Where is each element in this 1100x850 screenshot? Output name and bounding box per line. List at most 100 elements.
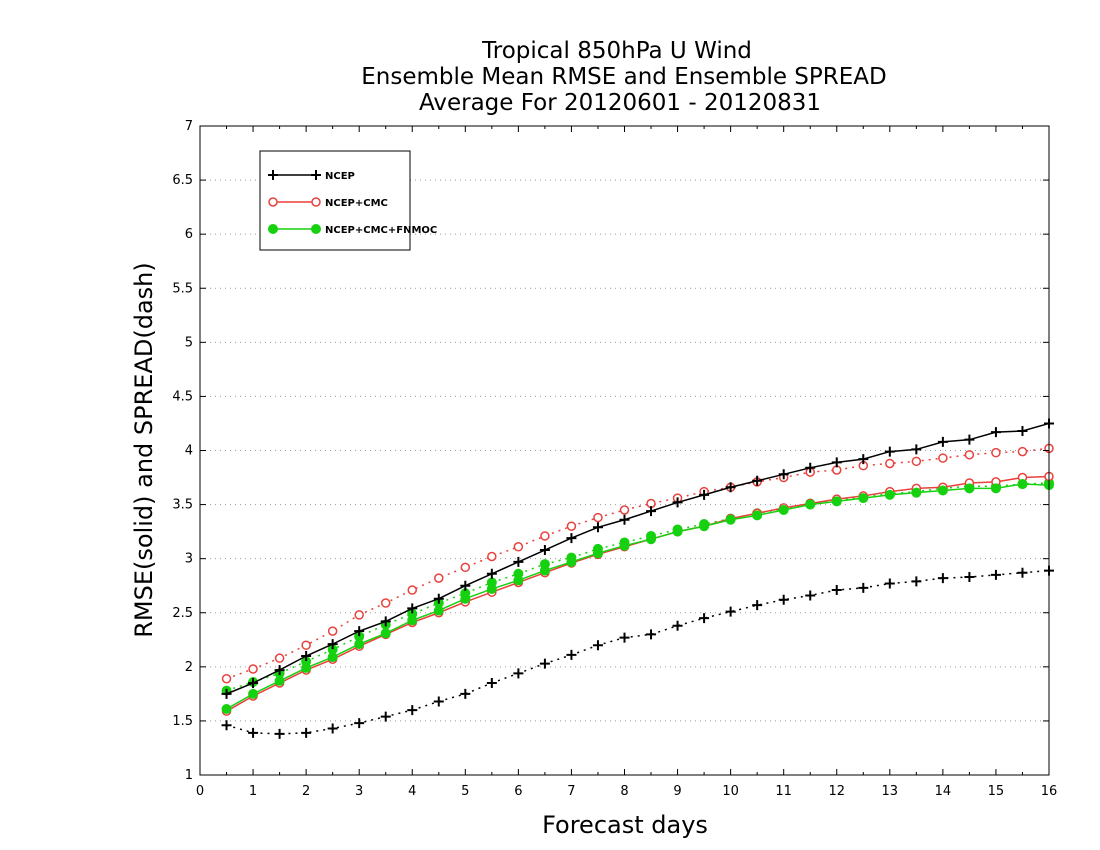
data-point xyxy=(858,493,869,504)
x-tick-label: 0 xyxy=(196,784,204,799)
data-point xyxy=(884,446,895,457)
data-point xyxy=(354,610,364,620)
data-point xyxy=(301,727,312,738)
y-tick-label: 5 xyxy=(185,335,193,350)
series-plus-spread xyxy=(221,565,1054,739)
data-point xyxy=(805,590,816,601)
data-point xyxy=(354,626,365,637)
series-line xyxy=(226,483,1050,710)
data-point xyxy=(1017,567,1028,578)
y-axis-label: RMSE(solid) and SPREAD(dash) xyxy=(130,262,158,638)
data-point xyxy=(221,704,232,715)
data-point xyxy=(566,521,577,531)
series-open-circle-spread xyxy=(221,443,1054,684)
data-point xyxy=(725,514,736,525)
data-point xyxy=(884,578,895,589)
data-point xyxy=(1017,426,1028,437)
data-point xyxy=(805,499,816,510)
data-point xyxy=(407,603,418,614)
legend-entry: NCEP+CMC+FNMOC xyxy=(268,224,437,236)
data-point xyxy=(938,453,948,463)
x-tick-label: 4 xyxy=(408,784,416,799)
data-point xyxy=(274,728,285,739)
chart-title-line-2: Ensemble Mean RMSE and Ensemble SPREAD xyxy=(361,64,886,90)
data-point xyxy=(221,688,232,699)
x-tick-label: 6 xyxy=(514,784,522,799)
legend-swatch-marker xyxy=(311,224,321,234)
x-tick-label: 9 xyxy=(673,784,681,799)
data-point xyxy=(592,548,603,559)
data-point xyxy=(699,521,710,532)
x-tick-label: 14 xyxy=(935,784,952,799)
data-point xyxy=(460,593,471,604)
y-axis: 1 1.5 2 2.5 3 3.5 4 4.5 5 5.5 6 6.5 7 xyxy=(172,119,1049,783)
data-point xyxy=(990,427,1001,438)
data-point xyxy=(831,496,842,507)
x-tick-label: 1 xyxy=(249,784,257,799)
data-point xyxy=(380,598,391,608)
series-NCEP-rmse xyxy=(221,418,1054,699)
data-point xyxy=(778,469,789,480)
data-point xyxy=(486,583,497,594)
data-point xyxy=(513,542,524,552)
data-point xyxy=(380,711,391,722)
x-tick-label: 16 xyxy=(1041,784,1058,799)
data-point xyxy=(566,533,577,544)
y-tick-label: 6.5 xyxy=(172,173,193,188)
data-point xyxy=(911,456,922,467)
data-point xyxy=(327,626,338,636)
series-layer xyxy=(221,418,1054,739)
data-point xyxy=(486,568,497,579)
x-tick-label: 7 xyxy=(567,784,575,799)
data-point xyxy=(990,483,1001,494)
data-point xyxy=(248,664,258,674)
data-point xyxy=(911,444,922,455)
y-tick-label: 4 xyxy=(185,444,193,459)
data-point xyxy=(486,678,497,689)
series-line xyxy=(226,569,1050,735)
x-tick-label: 2 xyxy=(302,784,310,799)
data-point xyxy=(725,606,736,617)
data-point xyxy=(831,585,842,596)
legend-swatch-marker xyxy=(268,170,278,180)
data-point xyxy=(248,688,259,699)
data-point xyxy=(248,727,259,738)
data-point xyxy=(433,696,444,707)
data-point xyxy=(858,582,869,593)
data-point xyxy=(221,720,232,731)
data-point xyxy=(593,512,603,523)
data-point xyxy=(619,505,630,515)
legend-box xyxy=(259,150,411,251)
legend-swatch-marker xyxy=(268,224,278,234)
y-tick-label: 1.5 xyxy=(172,714,193,729)
legend-swatch-marker xyxy=(311,170,321,180)
x-axis-label: Forecast days xyxy=(542,811,708,839)
data-point xyxy=(991,447,1001,458)
data-point xyxy=(433,593,444,604)
data-point xyxy=(434,573,444,583)
data-point xyxy=(460,580,471,591)
x-tick-label: 10 xyxy=(722,784,739,799)
data-point xyxy=(274,665,285,676)
data-point xyxy=(248,678,259,689)
data-point xyxy=(407,615,418,626)
data-point xyxy=(327,652,338,663)
data-point xyxy=(327,639,338,650)
legend-swatch-marker xyxy=(268,197,278,207)
data-point xyxy=(566,556,577,567)
data-point xyxy=(646,629,657,640)
data-point xyxy=(752,600,763,611)
series-line xyxy=(226,475,1050,712)
data-point xyxy=(539,565,550,576)
data-point xyxy=(884,489,895,500)
data-point xyxy=(460,562,471,573)
data-point xyxy=(274,675,285,686)
y-tick-label: 1 xyxy=(185,768,193,783)
data-point xyxy=(460,688,471,699)
x-tick-label: 13 xyxy=(882,784,899,799)
data-point xyxy=(885,458,895,469)
data-point xyxy=(699,489,710,500)
x-tick-label: 8 xyxy=(620,784,628,799)
legend-label: NCEP xyxy=(325,171,355,182)
